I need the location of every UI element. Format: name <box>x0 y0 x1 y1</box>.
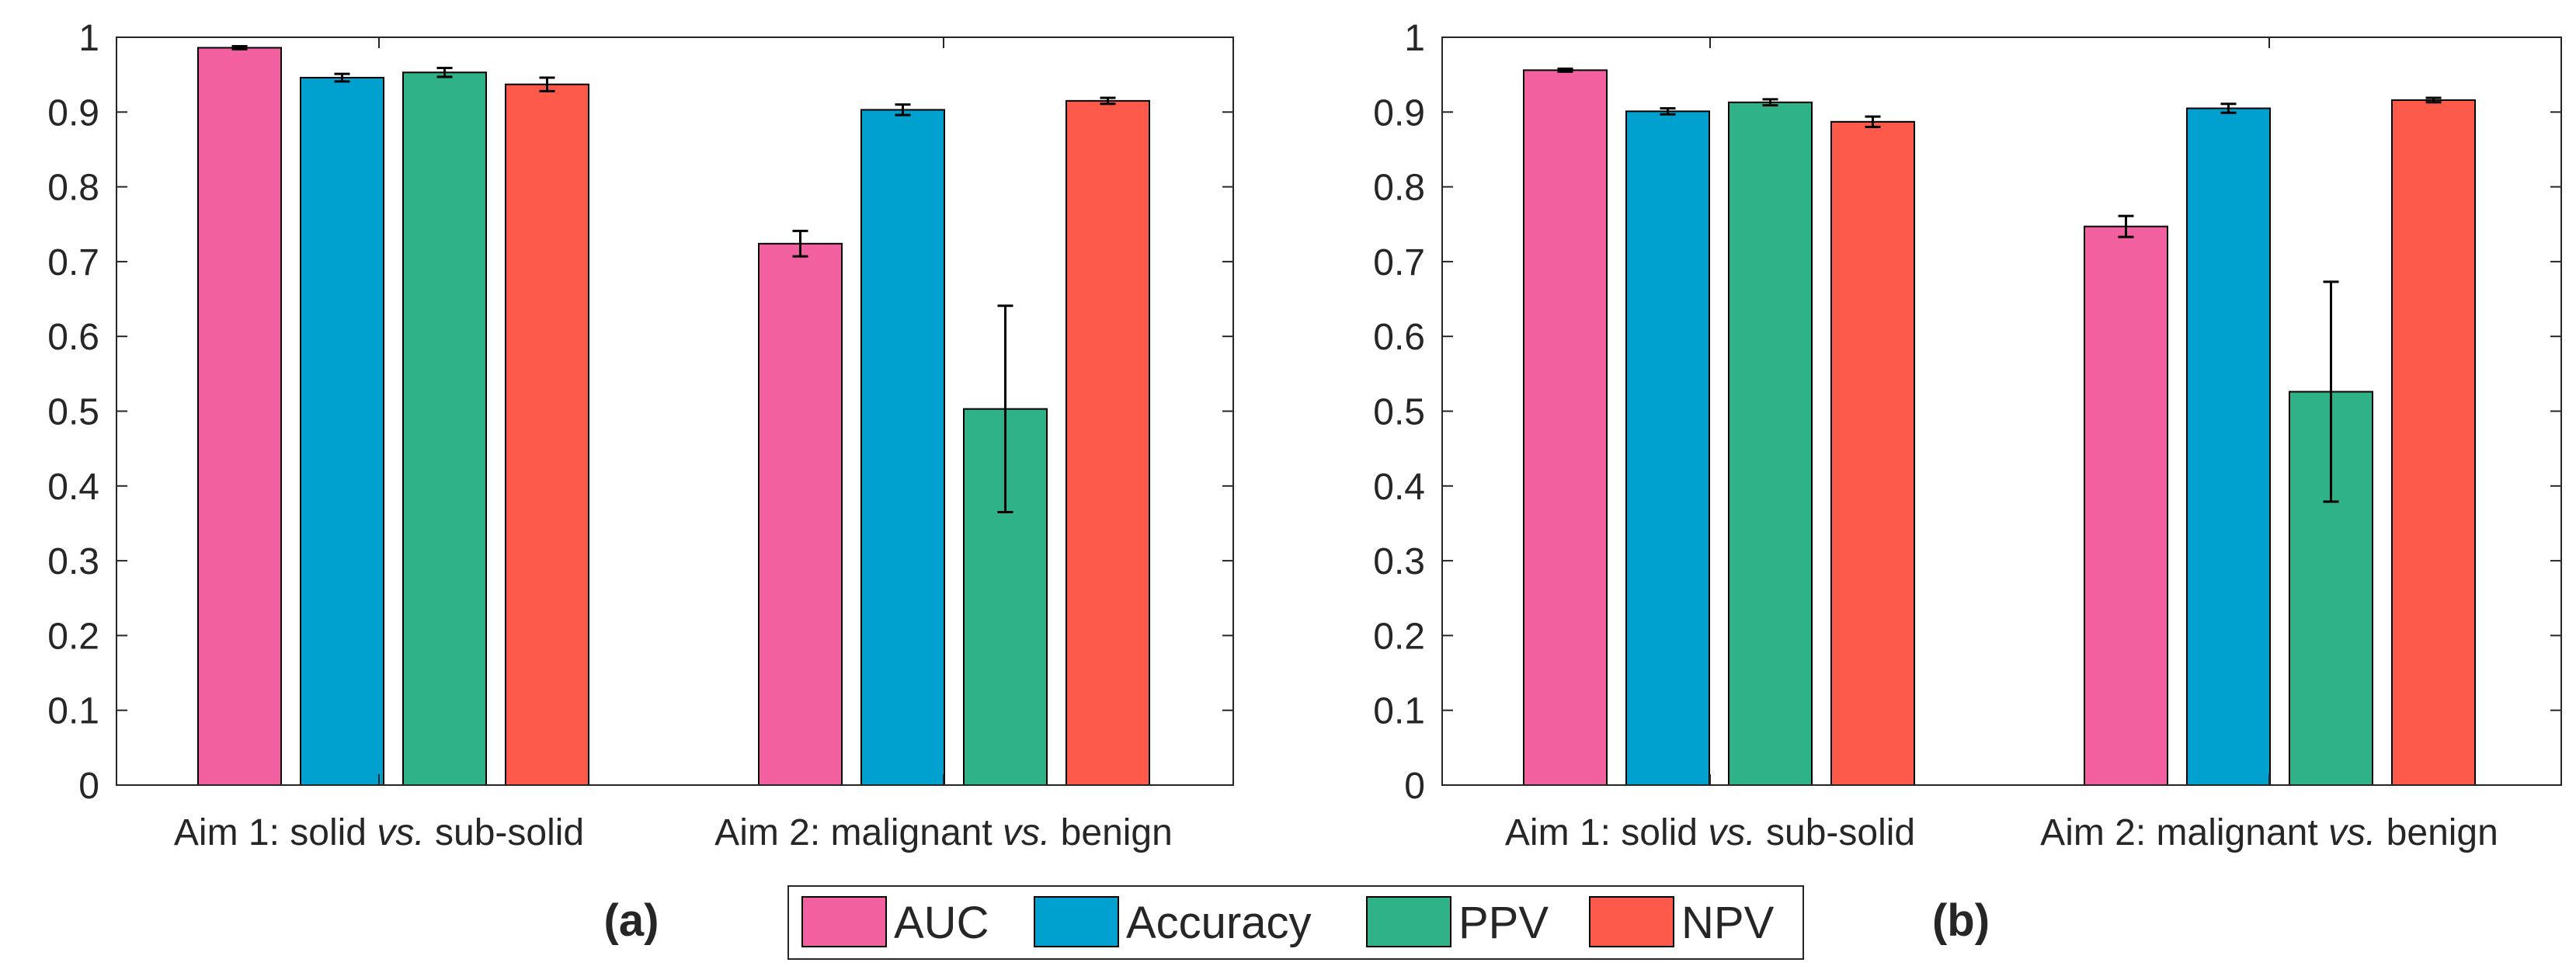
y-tick-label: 0.2 <box>47 616 99 657</box>
legend-item-ppv: PPV <box>1366 896 1549 948</box>
legend-swatch <box>1366 896 1451 947</box>
legend-label: NPV <box>1681 898 1775 948</box>
x-category-label: Aim 2: malignant vs. benign <box>2040 812 2498 853</box>
error-bar-accuracy-1 <box>1660 106 1676 116</box>
y-tick-label: 0.9 <box>1373 92 1425 134</box>
bar-accuracy-1 <box>1625 110 1710 787</box>
error-bar-auc-1 <box>231 45 248 50</box>
y-tick-label: 0.5 <box>1373 392 1425 433</box>
y-tick-label: 0.4 <box>47 467 99 508</box>
error-bar-accuracy-2 <box>2220 103 2237 114</box>
bar-npv-2 <box>2391 99 2476 786</box>
x-category-label: Aim 2: malignant vs. benign <box>714 812 1173 853</box>
bar-npv-1 <box>1830 120 1915 787</box>
error-bar-ppv-1 <box>1762 98 1778 107</box>
error-bar-auc-2 <box>2118 214 2134 238</box>
error-bar-auc-1 <box>1557 67 1573 73</box>
legend-label: Accuracy <box>1126 898 1312 948</box>
error-bar-ppv-2 <box>997 304 1013 514</box>
legend-swatch <box>1589 896 1674 947</box>
bar-npv-2 <box>1066 99 1150 787</box>
y-tick-label: 0.6 <box>47 317 99 358</box>
error-bar-accuracy-2 <box>895 103 911 116</box>
y-tick-label: 1 <box>78 18 99 59</box>
y-tick-label: 0.6 <box>1373 317 1425 358</box>
bar-auc-2 <box>2084 225 2168 787</box>
legend-label: AUC <box>894 898 989 948</box>
y-tick-label: 0.3 <box>1373 541 1425 582</box>
error-bar-npv-1 <box>1865 115 1881 129</box>
error-bar-accuracy-1 <box>334 72 350 83</box>
bar-accuracy-1 <box>300 77 384 786</box>
legend-swatch <box>1034 896 1119 947</box>
error-bar-ppv-1 <box>436 66 453 78</box>
y-tick-label: 0.8 <box>47 168 99 209</box>
panel-b-label: (b) <box>1932 895 1990 946</box>
bar-auc-1 <box>1523 69 1608 786</box>
legend-item-npv: NPV <box>1589 896 1775 948</box>
bar-ppv-1 <box>1728 101 1813 786</box>
bar-accuracy-2 <box>860 109 945 786</box>
y-tick-label: 0.8 <box>1373 168 1425 209</box>
bar-accuracy-2 <box>2186 107 2271 787</box>
y-tick-label: 0 <box>78 766 99 807</box>
error-bar-npv-1 <box>539 76 555 92</box>
error-bar-npv-2 <box>1100 96 1116 106</box>
y-tick-label: 0.1 <box>47 691 99 732</box>
y-tick-label: 0.1 <box>1373 691 1425 732</box>
y-tick-label: 1 <box>1404 18 1425 59</box>
bar-npv-1 <box>505 83 589 786</box>
y-tick-label: 0.4 <box>1373 467 1425 508</box>
y-tick-label: 0.7 <box>47 242 99 283</box>
y-tick-label: 0.5 <box>47 392 99 433</box>
panel-a-chart: 0 0.1 0.2 0.3 0.4 0.5 0.6 0.7 0.8 0.9 1 Aim 1: soli… <box>47 18 1234 853</box>
x-category-label: Aim 1: solid vs. sub-solid <box>1505 812 1915 853</box>
panel-a-label: (a) <box>604 895 659 946</box>
y-tick-label: 0 <box>1404 766 1425 807</box>
bar-ppv-1 <box>402 71 487 787</box>
y-tick-label: 0.7 <box>1373 242 1425 283</box>
panel-b-chart: 0 0.1 0.2 0.3 0.4 0.5 0.6 0.7 0.8 0.9 1 Aim 1: soli… <box>1373 18 2562 853</box>
legend-swatch <box>801 896 887 947</box>
error-bar-ppv-2 <box>2323 280 2339 503</box>
y-tick-label: 0.9 <box>47 92 99 134</box>
y-tick-label: 0.2 <box>1373 616 1425 657</box>
legend-item-accuracy: Accuracy <box>1034 896 1312 948</box>
legend: AUC Accuracy PPV NPV <box>787 885 1804 960</box>
x-category-label: Aim 1: solid vs. sub-solid <box>174 812 584 853</box>
bar-auc-2 <box>758 242 843 786</box>
y-tick-label: 0.3 <box>47 541 99 582</box>
legend-item-auc: AUC <box>801 896 989 948</box>
error-bar-auc-2 <box>792 229 808 258</box>
legend-label: PPV <box>1458 898 1549 948</box>
error-bar-npv-2 <box>2425 96 2442 104</box>
bar-auc-1 <box>197 47 282 787</box>
